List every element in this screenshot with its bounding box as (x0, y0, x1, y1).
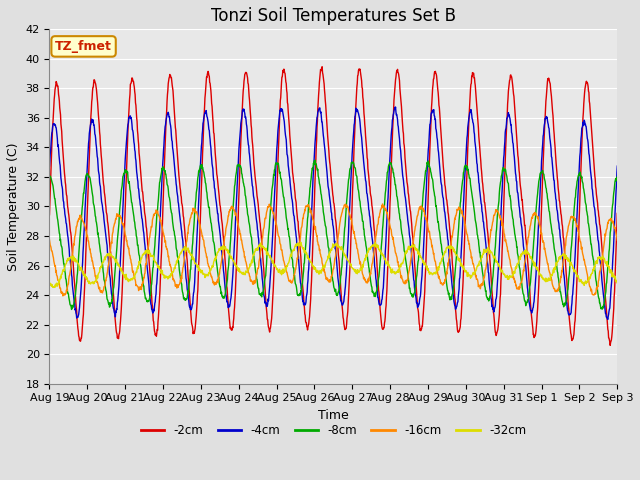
-32cm (50, 285, 58, 290)
-8cm (422, 166, 430, 171)
-16cm (59, 293, 67, 299)
-2cm (422, 258, 430, 264)
Line: -8cm: -8cm (49, 160, 618, 310)
Legend: -2cm, -4cm, -8cm, -16cm, -32cm: -2cm, -4cm, -8cm, -16cm, -32cm (136, 419, 531, 442)
-4cm (614, 163, 621, 169)
Line: -2cm: -2cm (49, 67, 618, 346)
Title: Tonzi Soil Temperatures Set B: Tonzi Soil Temperatures Set B (211, 7, 456, 25)
Line: -16cm: -16cm (49, 204, 618, 296)
-32cm (614, 280, 621, 286)
-16cm (497, 217, 504, 223)
-4cm (236, 141, 243, 147)
-8cm (159, 167, 166, 172)
-2cm (158, 235, 166, 241)
X-axis label: Time: Time (318, 409, 349, 422)
-32cm (45, 280, 53, 286)
-32cm (497, 266, 504, 272)
-16cm (172, 283, 180, 289)
Line: -32cm: -32cm (49, 242, 618, 288)
-32cm (297, 240, 305, 245)
-32cm (422, 265, 430, 271)
-4cm (158, 177, 166, 182)
-2cm (236, 184, 243, 190)
-8cm (45, 172, 53, 178)
-4cm (604, 316, 612, 322)
-2cm (318, 64, 326, 70)
-2cm (172, 127, 180, 133)
-2cm (496, 295, 504, 301)
-4cm (547, 138, 554, 144)
-8cm (497, 180, 504, 185)
-4cm (45, 163, 53, 169)
-4cm (496, 232, 504, 238)
-32cm (159, 268, 166, 274)
-4cm (172, 176, 180, 181)
-2cm (614, 211, 621, 216)
-32cm (547, 274, 554, 280)
-8cm (172, 245, 180, 251)
-16cm (236, 228, 243, 234)
-32cm (236, 267, 243, 273)
-16cm (45, 237, 53, 242)
-16cm (422, 216, 430, 221)
-8cm (614, 175, 621, 181)
-2cm (606, 343, 614, 348)
-16cm (159, 225, 166, 231)
-8cm (68, 307, 76, 312)
-8cm (547, 220, 554, 226)
-8cm (236, 163, 243, 168)
-8cm (311, 157, 319, 163)
Text: TZ_fmet: TZ_fmet (55, 40, 112, 53)
-2cm (45, 212, 53, 217)
Line: -4cm: -4cm (49, 107, 618, 319)
-2cm (547, 81, 554, 87)
-4cm (422, 193, 430, 199)
-16cm (547, 275, 554, 281)
-16cm (379, 201, 387, 207)
-32cm (172, 261, 180, 267)
Y-axis label: Soil Temperature (C): Soil Temperature (C) (7, 142, 20, 271)
-4cm (392, 104, 399, 110)
-16cm (614, 237, 621, 243)
